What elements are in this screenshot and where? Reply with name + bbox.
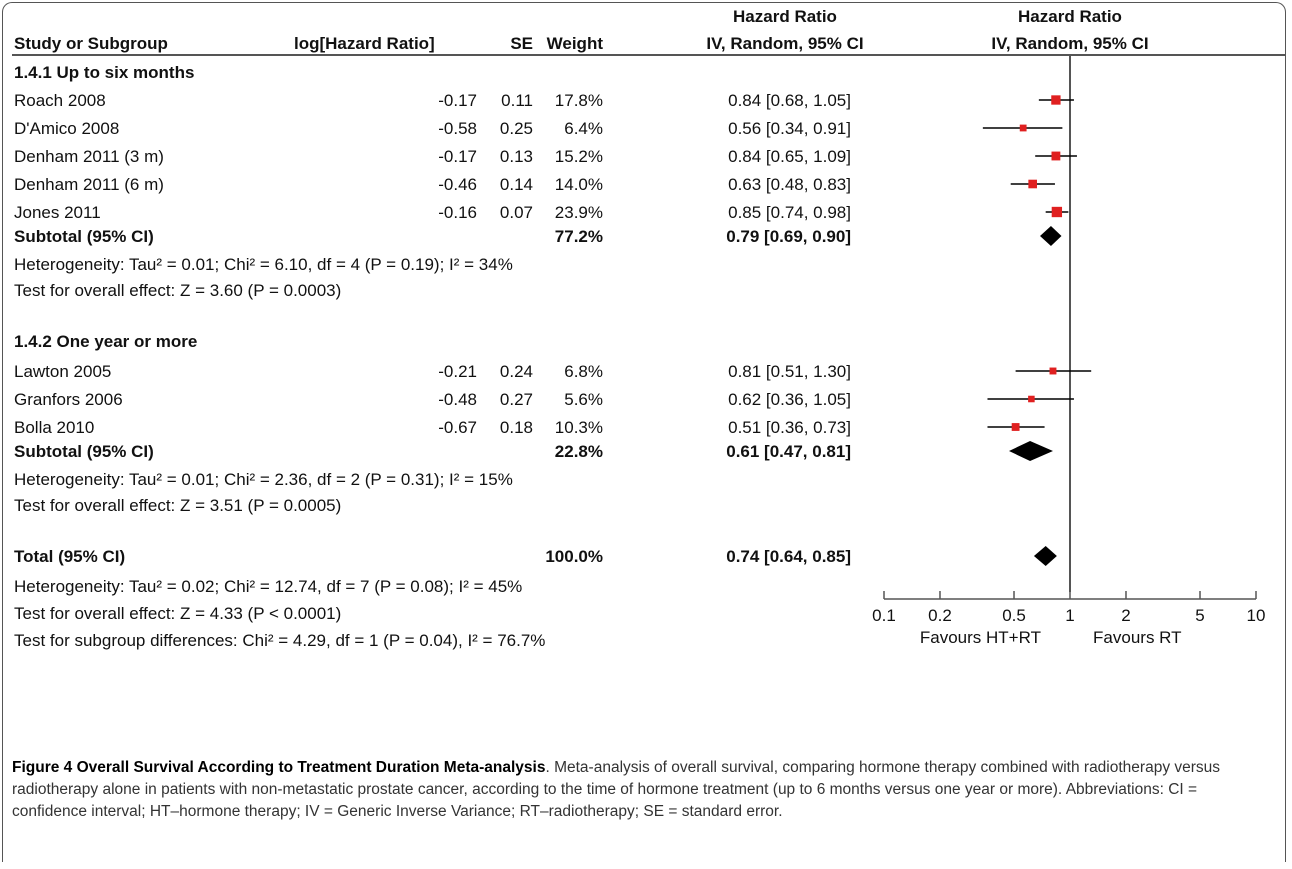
x-tick-label: 0.5 [1002,606,1026,625]
study-weight: 6.8% [564,362,603,381]
x-tick-label: 5 [1195,606,1204,625]
study-se: 0.18 [500,418,533,437]
study-name: Denham 2011 (3 m) [14,147,164,166]
study-name: Lawton 2005 [14,362,111,381]
header-hazard-ratio-top: Hazard Ratio [733,7,837,26]
study-weight: 17.8% [555,91,603,110]
study-name: Roach 2008 [14,91,106,110]
header-se: SE [510,34,533,53]
study-ci-text: 0.56 [0.34, 0.91] [728,119,851,138]
study-name: Jones 2011 [14,203,101,222]
subtotal-label: Subtotal (95% CI) [14,442,154,461]
subtotal-weight: 22.8% [555,442,603,461]
study-loghr: -0.17 [438,147,477,166]
study-loghr: -0.58 [438,119,477,138]
summary-diamond [1040,226,1062,246]
plot-marks [982,56,1092,592]
heterogeneity-text: Heterogeneity: Tau² = 0.01; Chi² = 2.36,… [14,470,513,489]
study-marker [1011,423,1020,431]
caption-label: Figure 4 Overall Survival According to T… [12,759,546,776]
study-marker [1049,367,1057,375]
study-se: 0.07 [500,203,533,222]
study-name: Denham 2011 (6 m) [14,175,164,194]
header-plot-hazard-ratio-top: Hazard Ratio [1018,7,1122,26]
study-se: 0.27 [500,390,533,409]
study-loghr: -0.21 [438,362,477,381]
study-name: Bolla 2010 [14,418,94,437]
header-loghr: log[Hazard Ratio] [294,34,435,53]
total-heterogeneity-text: Heterogeneity: Tau² = 0.02; Chi² = 12.74… [14,577,522,596]
total-label: Total (95% CI) [14,547,125,566]
total-overall-effect-text: Test for overall effect: Z = 4.33 (P < 0… [14,604,341,623]
overall-effect-text: Test for overall effect: Z = 3.51 (P = 0… [14,496,341,515]
x-tick-label: 2 [1121,606,1130,625]
study-ci-text: 0.81 [0.51, 1.30] [728,362,851,381]
subtotal-label: Subtotal (95% CI) [14,227,154,246]
study-loghr: -0.16 [438,203,477,222]
study-se: 0.11 [501,91,533,110]
total-ci-text: 0.74 [0.64, 0.85] [726,547,851,566]
summary-diamond [1033,546,1057,566]
favours-left-label: Favours HT+RT [920,628,1041,647]
study-se: 0.24 [500,362,533,381]
favours-right-label: Favours RT [1093,628,1182,647]
x-tick-label: 1 [1065,606,1074,625]
study-ci-text: 0.84 [0.65, 1.09] [728,147,851,166]
x-axis: 0.1 0.2 0.5 1 2 5 10 Favours HT+RT Favours RT [872,591,1265,647]
study-marker [1051,206,1063,218]
x-tick-label: 0.2 [928,606,952,625]
group-title: 1.4.2 One year or more [14,332,197,351]
study-se: 0.14 [500,175,533,194]
study-se: 0.25 [500,119,533,138]
header-weight: Weight [547,34,604,53]
study-marker [1051,95,1061,105]
study-marker [1019,124,1027,132]
caption-text: . Meta-analysis of overall survival, com… [12,759,1221,820]
x-tick-label: 0.1 [872,606,896,625]
study-weight: 23.9% [555,203,603,222]
total-weight: 100.0% [545,547,603,566]
study-loghr: -0.48 [438,390,477,409]
study-ci-text: 0.85 [0.74, 0.98] [728,203,851,222]
x-tick-label: 10 [1247,606,1266,625]
study-weight: 5.6% [564,390,603,409]
overall-effect-text: Test for overall effect: Z = 3.60 (P = 0… [14,281,341,300]
study-ci-text: 0.84 [0.68, 1.05] [728,91,851,110]
study-name: Granfors 2006 [14,390,123,409]
group-title: 1.4.1 Up to six months [14,63,194,82]
study-weight: 14.0% [555,175,603,194]
summary-diamond [1009,441,1053,461]
subtotal-ci-text: 0.61 [0.47, 0.81] [726,442,851,461]
figure-caption: Figure 4 Overall Survival According to T… [12,757,1274,823]
study-ci-text: 0.51 [0.36, 0.73] [728,418,851,437]
study-loghr: -0.46 [438,175,477,194]
study-weight: 15.2% [555,147,603,166]
study-ci-text: 0.63 [0.48, 0.83] [728,175,851,194]
subgroup-differences-text: Test for subgroup differences: Chi² = 4.… [14,631,545,650]
header-plot-ci: IV, Random, 95% CI [991,34,1148,53]
forest-plot: Hazard Ratio Hazard Ratio Study or Subgr… [12,7,1286,650]
study-loghr: -0.17 [438,91,477,110]
subtotal-weight: 77.2% [555,227,603,246]
heterogeneity-text: Heterogeneity: Tau² = 0.01; Chi² = 6.10,… [14,255,513,274]
study-loghr: -0.67 [438,418,477,437]
study-name: D'Amico 2008 [14,119,119,138]
subtotal-ci-text: 0.79 [0.69, 0.90] [726,227,851,246]
study-marker [1028,395,1035,403]
header-hazard-ratio-ci: IV, Random, 95% CI [706,34,863,53]
study-weight: 10.3% [555,418,603,437]
header-study: Study or Subgroup [14,34,168,53]
study-marker [1051,151,1061,161]
study-se: 0.13 [500,147,533,166]
study-marker [1028,179,1037,189]
study-weight: 6.4% [564,119,603,138]
study-ci-text: 0.62 [0.36, 1.05] [728,390,851,409]
